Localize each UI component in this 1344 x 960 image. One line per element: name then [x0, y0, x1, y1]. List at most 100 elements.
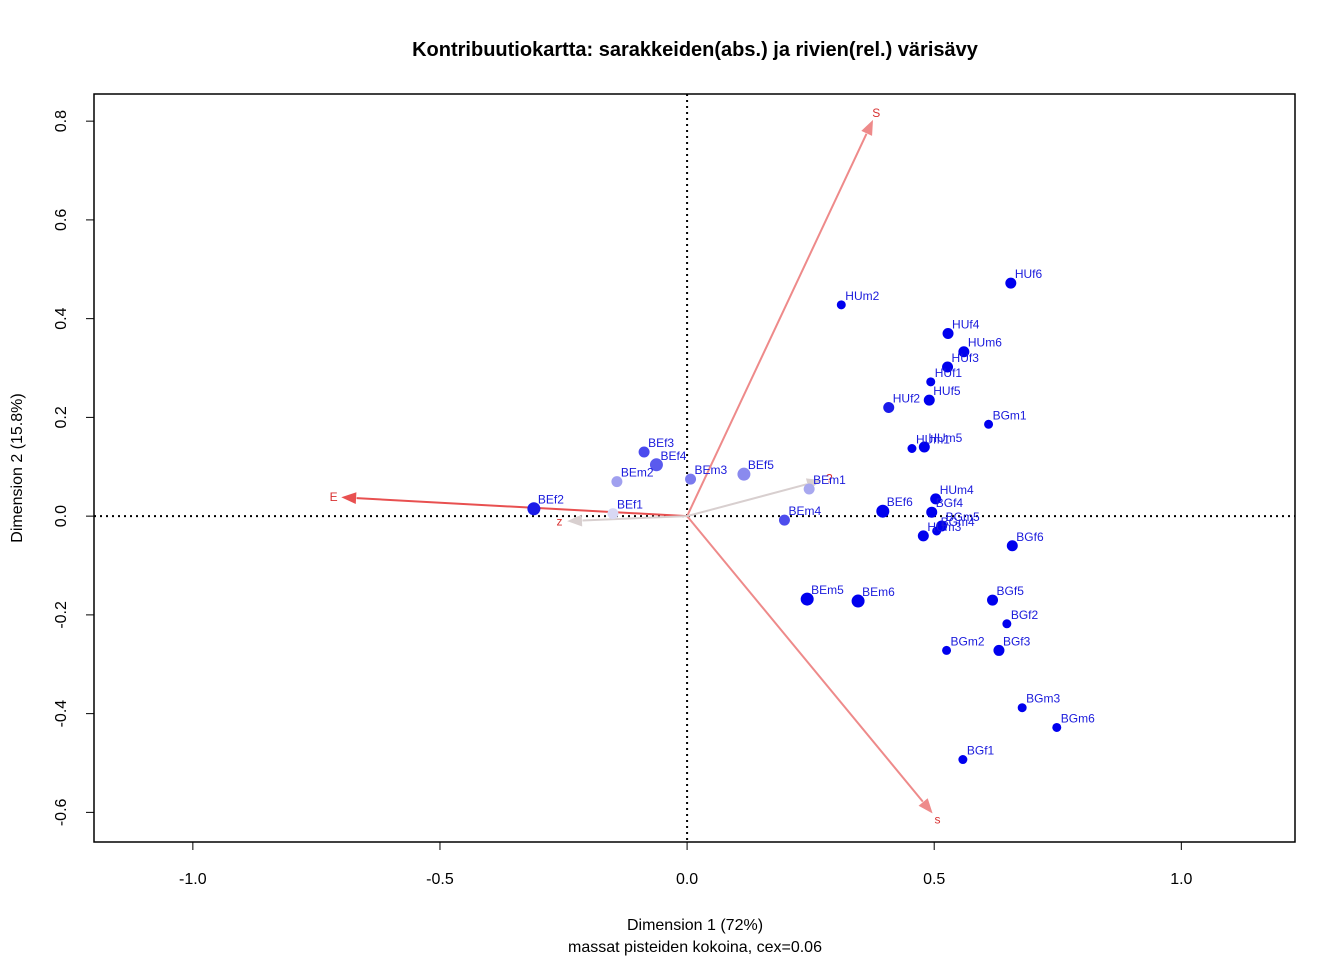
data-point-label: HUm2: [845, 289, 879, 303]
data-point: [611, 476, 623, 488]
reference-lines: [94, 94, 1295, 842]
y-axis-label: Dimension 2 (15.8%): [9, 393, 26, 542]
data-point-label: HUm4: [940, 483, 974, 497]
arrow-shaft: [356, 497, 688, 518]
arrow-label: z: [556, 514, 562, 528]
data-point-label: HUm5: [928, 431, 962, 445]
data-point: [958, 346, 970, 358]
data-point: [883, 402, 895, 414]
data-point: [958, 755, 968, 765]
data-point: [942, 645, 952, 655]
y-tick-label: -0.2: [53, 601, 70, 629]
data-point-label: HUf2: [893, 392, 921, 406]
data-point-label: BEm4: [788, 504, 821, 518]
arrow-head: [918, 798, 933, 814]
y-tick-label: 0.6: [53, 209, 70, 231]
data-point-label: BEm1: [813, 473, 846, 487]
y-tick-label: 0.4: [53, 307, 70, 329]
data-point-label: BGm2: [951, 634, 985, 648]
data-point-label: HUm3: [927, 520, 961, 534]
data-point: [649, 458, 663, 472]
data-point-label: BEf4: [660, 449, 686, 463]
data-point: [778, 514, 790, 526]
arrow-head: [861, 119, 873, 136]
x-tick-label: -1.0: [179, 871, 207, 888]
y-tick-label: -0.4: [53, 700, 70, 728]
point-series: [527, 277, 1062, 765]
data-point-label: HUf3: [952, 351, 980, 365]
data-point: [926, 377, 936, 387]
data-point-label: BEf5: [748, 458, 774, 472]
data-point-label: BEm6: [862, 585, 895, 599]
data-point-label: BGm4: [941, 515, 975, 529]
data-point: [993, 644, 1005, 656]
data-point: [932, 526, 942, 536]
data-point: [923, 394, 935, 406]
data-point: [942, 361, 954, 373]
data-point-label: HUf1: [935, 366, 963, 380]
data-point: [907, 443, 917, 453]
chart-title: Kontribuutiokartta: sarakkeiden(abs.) ja…: [412, 39, 979, 61]
x-axis: -1.0 -0.5 0.0 0.5 1.0: [179, 841, 1193, 888]
data-point-label: BGf6: [1016, 530, 1044, 544]
arrow-label: S: [872, 106, 880, 120]
data-point-label: BGf1: [967, 744, 995, 758]
y-tick-label: 0.8: [53, 110, 70, 132]
data-point: [1005, 277, 1017, 289]
data-point-label: HUf4: [952, 317, 980, 331]
data-point-label: BEm2: [621, 466, 654, 480]
arrow-label: ?: [826, 471, 833, 485]
data-point: [1017, 703, 1027, 713]
arrow-shaft: [686, 515, 924, 803]
y-tick-label: -0.6: [53, 798, 70, 826]
data-point-label: BGf3: [1003, 634, 1031, 648]
x-axis-label: Dimension 1 (72%): [627, 917, 763, 934]
data-point: [876, 504, 890, 518]
data-point: [1002, 619, 1012, 629]
data-point-label: BGf5: [997, 584, 1025, 598]
data-point-label: BEm5: [811, 583, 844, 597]
data-point-label: BEf3: [648, 436, 674, 450]
data-point: [737, 467, 751, 481]
arrow-shaft: [582, 515, 688, 522]
data-point: [803, 483, 815, 495]
data-point-label: HUf5: [933, 384, 961, 398]
arrow-label: E: [330, 490, 338, 504]
data-point-label: BGm3: [1026, 692, 1060, 706]
arrow-shaft: [686, 133, 868, 517]
data-point-label: HUf6: [1015, 267, 1043, 281]
data-point-label: BEf2: [538, 493, 564, 507]
data-point: [987, 594, 999, 606]
data-point: [836, 300, 846, 310]
data-point-label: HUm1: [916, 432, 950, 446]
x-axis-sublabel: massat pisteiden kokoina, cex=0.06: [568, 939, 822, 956]
arrow-shaft: [686, 483, 808, 518]
data-point: [1006, 540, 1018, 552]
data-point: [685, 473, 697, 485]
y-tick-label: 0.0: [53, 505, 70, 527]
data-point: [1052, 722, 1062, 732]
data-point: [930, 493, 942, 505]
arrow-head: [341, 492, 357, 505]
x-tick-label: 0.5: [923, 871, 945, 888]
arrow-label: s: [934, 812, 940, 826]
data-point-label: BEf1: [617, 498, 643, 512]
arrow-head: [567, 514, 583, 527]
data-point: [942, 327, 954, 339]
data-point: [800, 592, 814, 606]
data-point: [926, 506, 938, 518]
data-point: [918, 441, 930, 453]
arrow-series: Ss E? z: [330, 106, 941, 826]
x-tick-label: -0.5: [426, 871, 454, 888]
data-point-label: BGf4: [936, 496, 964, 510]
data-point-label: HUm6: [968, 336, 1002, 350]
data-point: [851, 594, 865, 608]
data-point-label: BEf6: [887, 495, 913, 509]
x-tick-label: 0.0: [676, 871, 698, 888]
data-point: [984, 419, 994, 429]
data-point: [607, 508, 619, 520]
data-point-label: BGf2: [1011, 608, 1039, 622]
data-point: [917, 530, 929, 542]
